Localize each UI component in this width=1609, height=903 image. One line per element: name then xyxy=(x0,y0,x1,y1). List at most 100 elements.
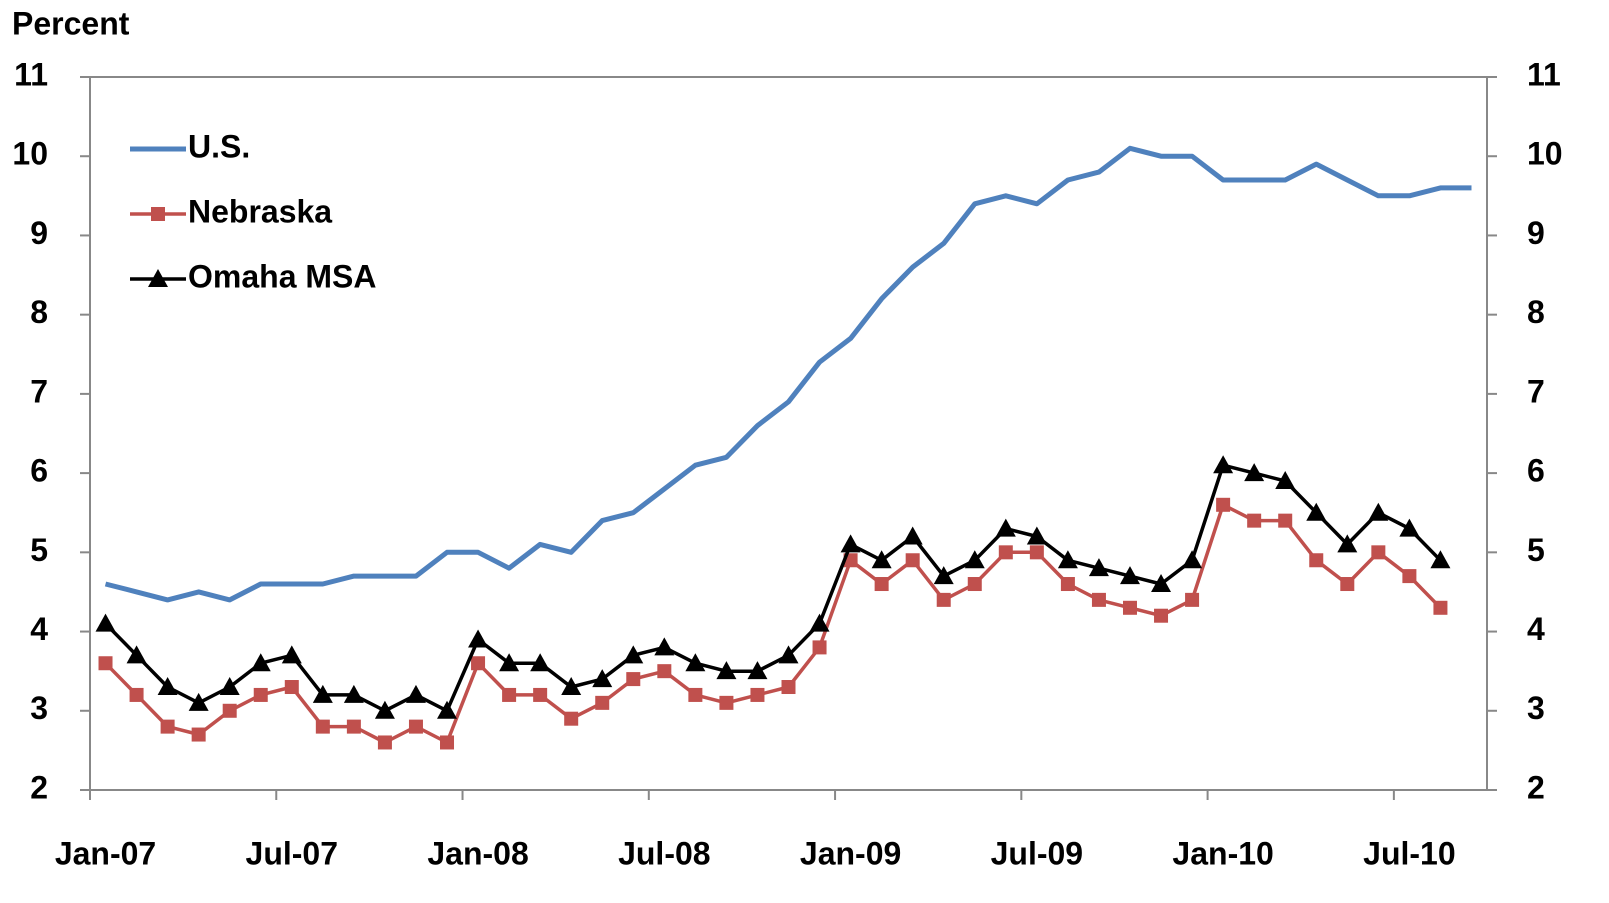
series-line xyxy=(104,145,1472,603)
marker xyxy=(809,613,830,632)
marker xyxy=(1433,600,1448,615)
marker xyxy=(592,669,613,688)
marker xyxy=(967,577,982,592)
marker xyxy=(502,687,517,702)
marker xyxy=(688,687,703,702)
marker xyxy=(595,695,610,710)
marker xyxy=(499,653,520,672)
marker xyxy=(129,687,144,702)
x-tick-label: Jul-07 xyxy=(246,835,338,871)
marker xyxy=(781,680,796,695)
marker xyxy=(471,656,486,671)
marker xyxy=(871,550,892,569)
y2-tick-label: 4 xyxy=(1527,611,1545,647)
marker xyxy=(623,645,644,664)
marker xyxy=(1309,553,1324,568)
plot-frame xyxy=(89,76,1488,791)
marker xyxy=(905,553,920,568)
marker xyxy=(346,719,361,734)
marker xyxy=(1060,577,1075,592)
y2-tick-label: 2 xyxy=(1527,769,1545,805)
marker xyxy=(1216,497,1231,512)
marker xyxy=(778,645,799,664)
marker xyxy=(1337,534,1358,553)
y2-tick-label: 5 xyxy=(1527,532,1545,568)
marker xyxy=(874,577,889,592)
marker xyxy=(750,687,765,702)
marker xyxy=(1275,471,1296,490)
y-tick-label: 8 xyxy=(30,294,48,330)
marker xyxy=(1151,574,1172,593)
y-axis-title: Percent xyxy=(12,5,130,41)
marker xyxy=(160,719,175,734)
marker xyxy=(995,518,1016,537)
marker xyxy=(933,566,954,585)
marker xyxy=(1026,526,1047,545)
marker xyxy=(343,684,364,703)
marker xyxy=(719,695,734,710)
marker xyxy=(1088,558,1109,577)
marker xyxy=(284,680,299,695)
marker xyxy=(654,637,675,656)
marker xyxy=(1091,592,1106,607)
marker xyxy=(405,684,426,703)
y-tick-label: 5 xyxy=(30,532,48,568)
y-tick-label: 4 xyxy=(30,611,48,647)
marker xyxy=(374,700,395,719)
y-tick-label: 11 xyxy=(14,56,48,92)
marker xyxy=(1185,592,1200,607)
x-tick-label: Jan-08 xyxy=(427,835,528,871)
marker xyxy=(157,677,178,696)
y2-tick-label: 11 xyxy=(1527,56,1561,92)
marker xyxy=(936,592,951,607)
marker xyxy=(1371,545,1386,560)
marker xyxy=(377,735,392,750)
marker xyxy=(564,711,579,726)
marker xyxy=(281,645,302,664)
marker xyxy=(1122,600,1137,615)
marker xyxy=(530,653,551,672)
marker xyxy=(716,661,737,680)
y-tick-label: 2 xyxy=(30,769,48,805)
marker xyxy=(964,550,985,569)
marker xyxy=(191,727,206,742)
x-tick-label: Jan-10 xyxy=(1172,835,1273,871)
y-tick-label: 3 xyxy=(30,690,48,726)
x-tick-label: Jul-09 xyxy=(991,835,1083,871)
y-tick-label: 9 xyxy=(30,215,48,251)
y-tick-label: 7 xyxy=(30,373,48,409)
marker xyxy=(219,677,240,696)
x-tick-label: Jul-10 xyxy=(1363,835,1455,871)
marker xyxy=(440,735,455,750)
marker xyxy=(840,534,861,553)
legend-label: Omaha MSA xyxy=(188,258,376,294)
marker xyxy=(312,684,333,703)
marker xyxy=(1213,455,1234,474)
marker xyxy=(1247,513,1262,528)
marker xyxy=(902,526,923,545)
legend-marker xyxy=(148,269,168,287)
series-line xyxy=(104,503,1442,745)
marker xyxy=(533,687,548,702)
marker xyxy=(1402,569,1417,584)
marker xyxy=(315,719,330,734)
marker xyxy=(250,653,271,672)
marker xyxy=(1430,550,1451,569)
series-line xyxy=(104,463,1442,713)
marker xyxy=(408,719,423,734)
marker xyxy=(1278,513,1293,528)
x-tick-label: Jan-07 xyxy=(55,835,156,871)
marker xyxy=(437,700,458,719)
marker xyxy=(998,545,1013,560)
marker xyxy=(812,640,827,655)
marker xyxy=(253,687,268,702)
legend-label: Nebraska xyxy=(188,193,332,229)
marker xyxy=(1368,502,1389,521)
marker xyxy=(98,656,113,671)
marker xyxy=(657,664,672,679)
marker xyxy=(747,661,768,680)
x-tick-label: Jul-08 xyxy=(618,835,710,871)
y-tick-label: 6 xyxy=(30,453,48,489)
x-tick-label: Jan-09 xyxy=(800,835,901,871)
